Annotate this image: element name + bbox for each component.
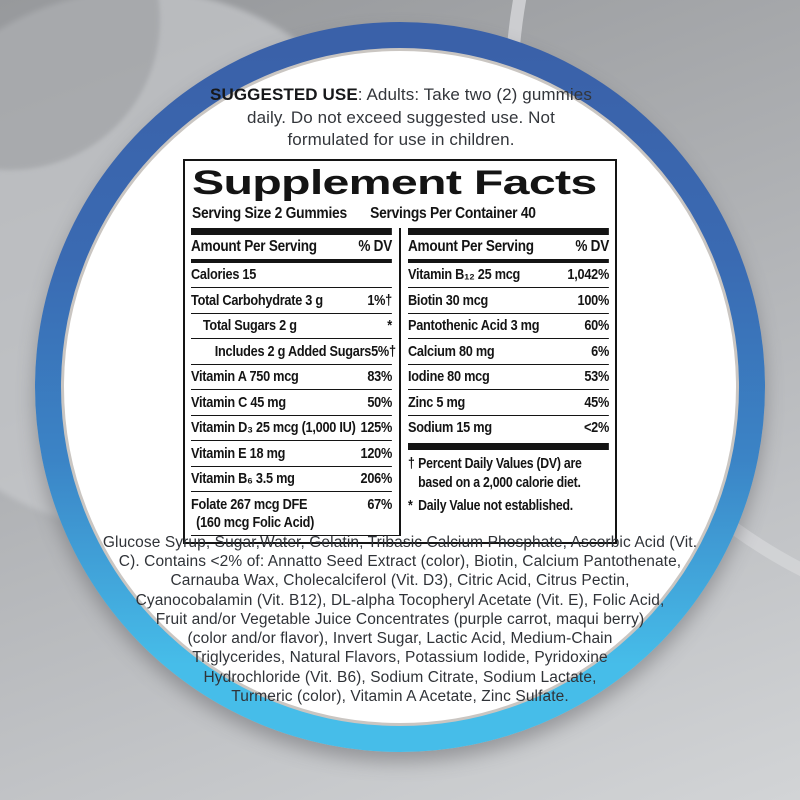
fact-row-biotin: Biotin 30 mcg 100% (408, 287, 609, 313)
footnote-symbol: † (408, 456, 415, 473)
footnote-dv-not-established: * Daily Value not established. (408, 497, 609, 516)
supplement-facts-panel: Supplement Facts Serving Size 2 Gummies … (183, 159, 617, 544)
ingredients-text: Glucose Syrup, Sugar,Water, Gelatin, Tri… (102, 534, 698, 705)
fact-label: Sodium 15 mg (408, 419, 492, 437)
percent-dv-label: % DV (358, 237, 393, 255)
fact-value: * (387, 317, 393, 335)
divider-bar-thick (408, 227, 610, 235)
fact-value: 83% (367, 368, 393, 386)
fact-label: Vitamin B₁₂ 25 mcg (408, 266, 521, 284)
folate-line1: Folate 267 mcg DFE (191, 495, 308, 513)
fact-row-folate: Folate 267 mcg DFE (160 mcg Folic Acid) 6… (191, 491, 392, 535)
fact-label: Zinc 5 mg (408, 393, 466, 411)
footnote-symbol: * (408, 498, 413, 515)
folate-line2: (160 mcg Folic Acid) (196, 513, 315, 531)
fact-label: Vitamin B₆ 3.5 mg (191, 470, 295, 488)
fact-label: Vitamin A 750 mcg (191, 368, 299, 386)
fact-label: Calcium 80 mg (408, 342, 495, 360)
fact-row-vitamin-d3: Vitamin D₃ 25 mcg (1,000 IU) 125% (191, 414, 393, 441)
fact-value: 120% (360, 444, 393, 462)
fact-row-vitamin-e: Vitamin E 18 mg 120% (191, 440, 392, 466)
suggested-use-text: : Adults: Take two (2) gummies daily. Do… (247, 85, 592, 150)
supplement-facts-title: Supplement Facts (192, 164, 597, 202)
serving-size: Serving Size 2 Gummies (192, 204, 347, 222)
footnote-daily-values: † Percent Daily Values (DV) are based on… (408, 455, 609, 493)
fact-value: <2% (583, 419, 610, 437)
fact-label: Total Carbohydrate 3 g (191, 291, 323, 309)
fact-value: 67% (367, 495, 393, 513)
fact-label: Total Sugars 2 g (202, 317, 297, 335)
fact-row-iodine: Iodine 80 mcg 53% (408, 363, 610, 390)
fact-label: Biotin 30 mcg (408, 291, 489, 309)
footnote-text: Daily Value not established. (418, 498, 573, 515)
fact-label: Folate 267 mcg DFE (160 mcg Folic Acid) (191, 496, 314, 532)
facts-column-left: Amount Per Serving % DV Calories 15 Tota… (191, 227, 399, 536)
fact-row-total-sugars: Total Sugars 2 g * (191, 312, 393, 339)
fact-label: Vitamin C 45 mg (191, 393, 286, 411)
fact-row-pantothenic-acid: Pantothenic Acid 3 mg 60% (408, 312, 610, 339)
fact-row-vitamin-a: Vitamin A 750 mcg 83% (191, 363, 393, 390)
percent-dv-label: % DV (575, 237, 610, 255)
suggested-use-title: SUGGESTED USE (210, 85, 358, 104)
fact-row-sodium: Sodium 15 mg <2% (408, 414, 610, 441)
facts-column-right: Amount Per Serving % DV Vitamin B₁₂ 25 m… (399, 227, 610, 536)
fact-value: 5%† (371, 342, 396, 360)
fact-value: 50% (367, 393, 393, 411)
fact-label: Vitamin D₃ 25 mcg (1,000 IU) (191, 419, 356, 437)
ingredients-paragraph: Glucose Syrup, Sugar,Water, Gelatin, Tri… (90, 533, 710, 711)
facts-columns: Amount Per Serving % DV Calories 15 Tota… (191, 227, 610, 536)
footnote-text: Percent Daily Values (DV) are based on a… (418, 456, 582, 492)
fact-value: 206% (360, 470, 393, 488)
column-header: Amount Per Serving % DV (191, 235, 392, 259)
fact-row-vitamin-b6: Vitamin B₆ 3.5 mg 206% (191, 465, 393, 492)
divider-bar-thick (191, 227, 393, 235)
suggested-use: SUGGESTED USE: Adults: Take two (2) gumm… (205, 84, 597, 152)
column-header: Amount Per Serving % DV (408, 235, 609, 259)
amount-per-serving-label: Amount Per Serving (408, 237, 534, 255)
fact-row-calcium: Calcium 80 mg 6% (408, 338, 609, 364)
fact-value: 53% (584, 368, 610, 386)
fact-value: 125% (360, 419, 393, 437)
fact-label: Pantothenic Acid 3 mg (408, 317, 540, 335)
fact-value: 6% (591, 342, 610, 360)
fact-label: Vitamin E 18 mg (191, 444, 286, 462)
fact-label: Calories 15 (191, 266, 257, 284)
servings-per-container: Servings Per Container 40 (370, 204, 536, 222)
divider-bar-thick (408, 443, 610, 451)
fact-value: 1%† (367, 291, 393, 309)
amount-per-serving-label: Amount Per Serving (191, 237, 317, 255)
fact-value: 1,042% (567, 266, 610, 284)
fact-value: 100% (577, 291, 610, 309)
divider-bar-medium (408, 258, 610, 263)
serving-info: Serving Size 2 Gummies Servings Per Cont… (192, 205, 610, 223)
fact-row-zinc: Zinc 5 mg 45% (408, 389, 609, 415)
fact-row-added-sugars: Includes 2 g Added Sugars 5%† (191, 338, 396, 364)
fact-label: Iodine 80 mcg (408, 368, 490, 386)
divider-bar-medium (191, 258, 393, 263)
fact-row-vitamin-c: Vitamin C 45 mg 50% (191, 389, 392, 415)
fact-row-vitamin-b12: Vitamin B₁₂ 25 mcg 1,042% (408, 263, 609, 288)
fact-row-calories: Calories 15 (191, 263, 392, 288)
fact-label: Includes 2 g Added Sugars (214, 342, 372, 360)
fact-value: 60% (584, 317, 610, 335)
fact-row-carbohydrate: Total Carbohydrate 3 g 1%† (191, 287, 392, 313)
fact-value: 45% (584, 393, 610, 411)
